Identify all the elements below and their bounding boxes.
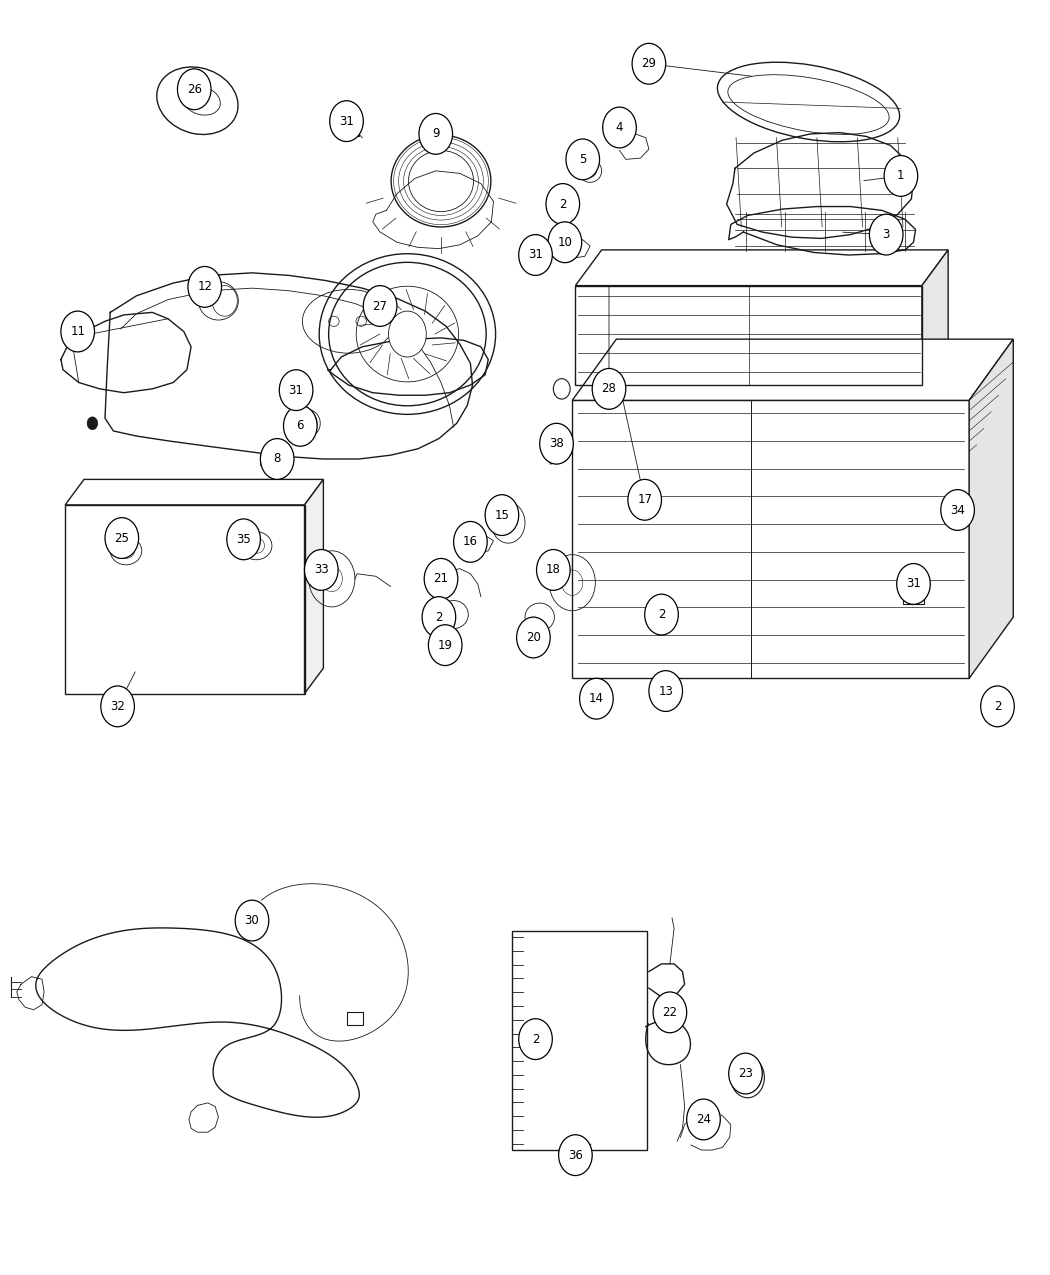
Circle shape <box>454 521 487 562</box>
Circle shape <box>61 311 94 352</box>
Circle shape <box>559 1135 592 1176</box>
Text: 35: 35 <box>236 533 251 546</box>
Text: 10: 10 <box>558 236 572 249</box>
Text: 19: 19 <box>438 639 453 652</box>
Text: 38: 38 <box>549 437 564 450</box>
Circle shape <box>188 266 222 307</box>
Text: 9: 9 <box>432 128 440 140</box>
Circle shape <box>422 597 456 638</box>
Bar <box>572 400 969 678</box>
Circle shape <box>548 222 582 263</box>
Circle shape <box>897 564 930 604</box>
Text: 26: 26 <box>187 83 202 96</box>
Text: 2: 2 <box>435 611 443 623</box>
Circle shape <box>485 495 519 536</box>
Circle shape <box>284 405 317 446</box>
Text: 2: 2 <box>559 198 567 210</box>
Bar <box>65 505 304 694</box>
Circle shape <box>729 1053 762 1094</box>
Text: 15: 15 <box>495 509 509 521</box>
Circle shape <box>592 368 626 409</box>
Circle shape <box>260 439 294 479</box>
Text: 21: 21 <box>434 572 448 585</box>
Text: 32: 32 <box>110 700 125 713</box>
Circle shape <box>981 686 1014 727</box>
Circle shape <box>546 184 580 224</box>
Circle shape <box>884 156 918 196</box>
Circle shape <box>580 678 613 719</box>
Text: 20: 20 <box>526 631 541 644</box>
Circle shape <box>645 594 678 635</box>
Circle shape <box>330 101 363 142</box>
Text: 29: 29 <box>642 57 656 70</box>
Circle shape <box>632 43 666 84</box>
Text: 12: 12 <box>197 280 212 293</box>
Polygon shape <box>304 479 323 694</box>
Circle shape <box>519 1019 552 1060</box>
Text: 31: 31 <box>906 578 921 590</box>
Bar <box>512 931 647 1150</box>
Circle shape <box>941 490 974 530</box>
Text: 4: 4 <box>615 121 624 134</box>
Text: 11: 11 <box>70 325 85 338</box>
Bar <box>575 286 922 385</box>
Text: 18: 18 <box>546 564 561 576</box>
Text: 31: 31 <box>289 384 303 397</box>
Circle shape <box>517 617 550 658</box>
Polygon shape <box>922 250 948 385</box>
Circle shape <box>304 550 338 590</box>
Bar <box>346 1012 363 1025</box>
Circle shape <box>87 417 98 430</box>
Text: 2: 2 <box>657 608 666 621</box>
Text: 3: 3 <box>882 228 890 241</box>
Text: 1: 1 <box>897 170 905 182</box>
Text: 14: 14 <box>589 692 604 705</box>
Text: 8: 8 <box>273 453 281 465</box>
Circle shape <box>653 992 687 1033</box>
Circle shape <box>105 518 139 558</box>
Text: 6: 6 <box>296 419 304 432</box>
Circle shape <box>235 900 269 941</box>
Text: 2: 2 <box>531 1033 540 1045</box>
Text: 27: 27 <box>373 300 387 312</box>
Text: 22: 22 <box>663 1006 677 1019</box>
Text: 30: 30 <box>245 914 259 927</box>
Text: 13: 13 <box>658 685 673 697</box>
Text: 23: 23 <box>738 1067 753 1080</box>
Circle shape <box>227 519 260 560</box>
Circle shape <box>603 107 636 148</box>
Text: 33: 33 <box>314 564 329 576</box>
Polygon shape <box>575 250 948 286</box>
Text: 17: 17 <box>637 493 652 506</box>
Text: 31: 31 <box>528 249 543 261</box>
Polygon shape <box>969 339 1013 678</box>
Circle shape <box>537 550 570 590</box>
Circle shape <box>419 113 453 154</box>
Text: 34: 34 <box>950 504 965 516</box>
Text: 25: 25 <box>114 532 129 544</box>
Circle shape <box>519 235 552 275</box>
Circle shape <box>101 686 134 727</box>
Text: 31: 31 <box>339 115 354 128</box>
Circle shape <box>177 69 211 110</box>
Circle shape <box>428 625 462 666</box>
Circle shape <box>649 671 682 711</box>
Text: 2: 2 <box>993 700 1002 713</box>
Text: 24: 24 <box>696 1113 711 1126</box>
Polygon shape <box>65 479 323 505</box>
Text: 28: 28 <box>602 382 616 395</box>
Circle shape <box>363 286 397 326</box>
Text: 16: 16 <box>463 536 478 548</box>
Text: 5: 5 <box>579 153 587 166</box>
Circle shape <box>279 370 313 411</box>
Circle shape <box>540 423 573 464</box>
Circle shape <box>424 558 458 599</box>
Circle shape <box>388 311 426 357</box>
Text: 36: 36 <box>568 1149 583 1162</box>
Polygon shape <box>572 339 1013 400</box>
Circle shape <box>687 1099 720 1140</box>
Circle shape <box>566 139 600 180</box>
Circle shape <box>869 214 903 255</box>
Circle shape <box>628 479 662 520</box>
